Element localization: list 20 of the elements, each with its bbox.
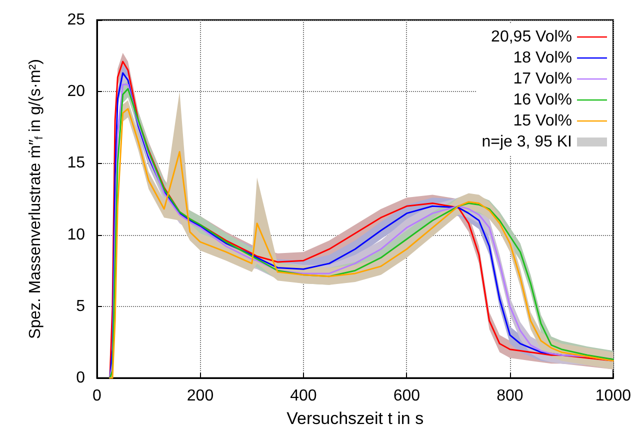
y-tick-label: 10 — [67, 226, 86, 244]
y-tick-label: 15 — [67, 154, 86, 172]
x-tick-label: 400 — [290, 388, 317, 404]
x-tick-label: 1000 — [595, 388, 632, 404]
x-tick-label: 200 — [186, 388, 214, 404]
legend-label: 18 Vol% — [513, 50, 572, 66]
y-tick-label: 0 — [76, 370, 86, 386]
legend-label: n=je 3, 95 KI — [482, 134, 572, 150]
legend-label: 16 Vol% — [513, 92, 572, 108]
legend-label: 15 Vol% — [513, 112, 572, 130]
x-axis-title: Versuchszeit t in s — [286, 409, 424, 428]
y-tick-label: 20 — [67, 83, 86, 100]
y-axis-title: Spez. Massenverlustrate ṁ″f in g/(s·m²) — [27, 59, 46, 339]
x-tick-label: 0 — [92, 388, 102, 404]
y-tick-label: 5 — [76, 298, 86, 315]
legend-label: 20,95 Vol% — [491, 28, 572, 46]
y-tick-label: 25 — [67, 12, 86, 28]
legend-label: 17 Vol% — [513, 70, 572, 88]
x-tick-label: 600 — [393, 388, 420, 404]
x-tick-label: 800 — [496, 388, 524, 404]
